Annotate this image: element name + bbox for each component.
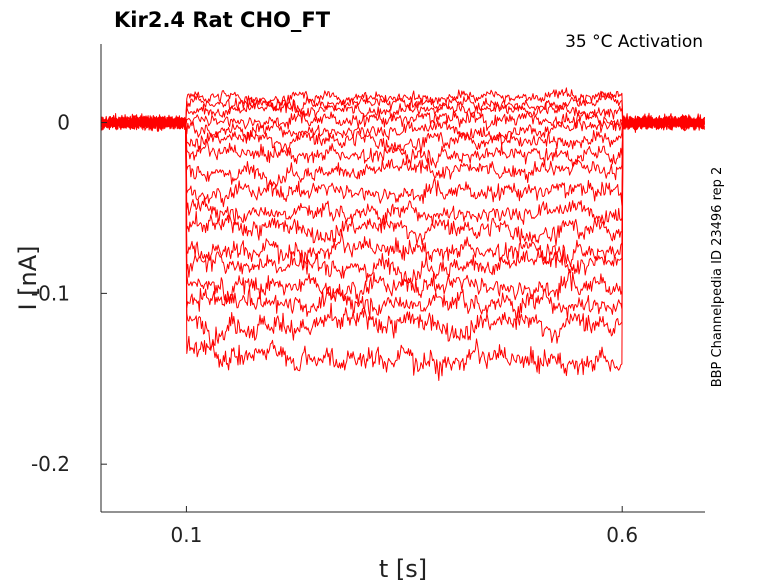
current-trace <box>100 114 705 154</box>
current-trace <box>100 115 705 169</box>
x-tick-label: 0.1 <box>171 523 203 547</box>
chart-title: Kir2.4 Rat CHO_FT <box>114 8 331 32</box>
y-tick-label: -0.2 <box>31 452 70 476</box>
x-axis-label: t [s] <box>379 555 427 583</box>
ticks-group: 0 -0.1 -0.2 0.1 0.6 <box>31 111 638 547</box>
axes-group <box>100 44 705 513</box>
current-trace <box>100 113 705 246</box>
x-tick-label: 0.6 <box>606 523 638 547</box>
source-label: BBP Channelpedia ID 23496 rep 2 <box>710 167 725 388</box>
y-axis-label: I [nA] <box>14 245 42 310</box>
current-trace <box>100 113 705 305</box>
current-trace <box>100 113 705 381</box>
current-trace <box>100 114 705 188</box>
y-tick-label: -0.1 <box>31 281 70 305</box>
temperature-annotation: 35 °C Activation <box>565 32 703 52</box>
current-trace <box>100 115 705 269</box>
traces-group <box>100 87 705 381</box>
y-tick-label: 0 <box>57 111 70 135</box>
current-trace <box>100 113 705 321</box>
current-trace <box>100 108 705 132</box>
current-trace <box>100 112 705 142</box>
current-trace <box>100 114 705 208</box>
current-trace <box>100 100 705 131</box>
current-trace <box>100 90 705 131</box>
current-trace <box>100 114 705 351</box>
